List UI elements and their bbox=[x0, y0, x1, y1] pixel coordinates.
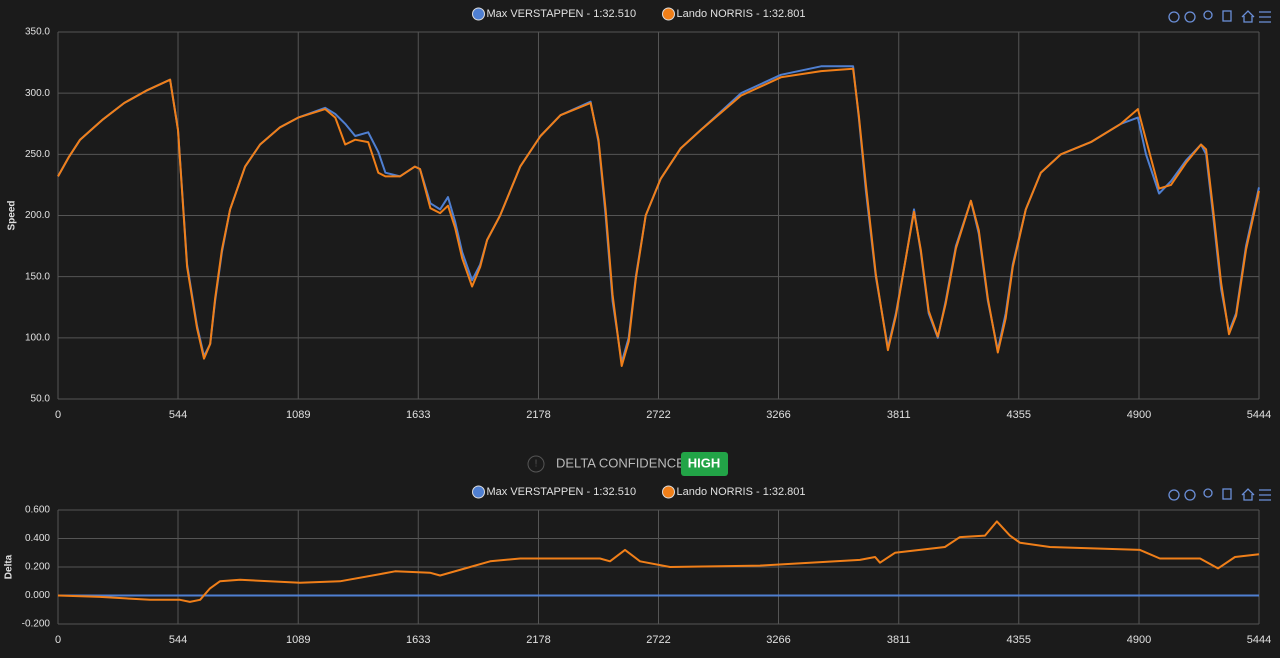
x-tick-label: 1089 bbox=[286, 634, 310, 646]
zoom[interactable] bbox=[1203, 488, 1213, 498]
y-tick-label: 0.400 bbox=[25, 533, 50, 544]
x-tick-label: 2178 bbox=[526, 409, 550, 421]
y-axis-label: Speed bbox=[7, 200, 18, 230]
confidence-label: DELTA CONFIDENCE: bbox=[556, 455, 688, 470]
x-tick-label: 0 bbox=[55, 634, 61, 646]
x-tick-label: 5444 bbox=[1247, 409, 1271, 421]
y-tick-label: 200.0 bbox=[25, 210, 50, 221]
y-tick-label: 150.0 bbox=[25, 271, 50, 282]
home[interactable] bbox=[1241, 10, 1255, 23]
x-tick-label: 3266 bbox=[766, 634, 790, 646]
x-tick-label: 1633 bbox=[406, 409, 430, 421]
info-icon bbox=[527, 455, 545, 473]
home[interactable] bbox=[1241, 488, 1255, 501]
y-tick-label: 50.0 bbox=[31, 394, 51, 405]
legend-marker bbox=[662, 7, 675, 21]
y-axis-label: Delta bbox=[4, 554, 15, 579]
toolbar bbox=[1168, 10, 1271, 23]
menu[interactable] bbox=[1259, 11, 1271, 23]
x-tick-label: 2722 bbox=[646, 634, 670, 646]
legend-label: Max VERSTAPPEN - 1:32.510 bbox=[487, 486, 637, 498]
legend-marker bbox=[472, 485, 485, 499]
x-tick-label: 4900 bbox=[1127, 409, 1151, 421]
legend-marker bbox=[472, 7, 485, 21]
legend-label: Lando NORRIS - 1:32.801 bbox=[677, 8, 806, 20]
y-tick-label: 0.600 bbox=[25, 505, 50, 516]
y-tick-label: -0.200 bbox=[22, 619, 51, 630]
x-tick-label: 1089 bbox=[286, 409, 310, 421]
legend-label: Max VERSTAPPEN - 1:32.510 bbox=[487, 8, 637, 20]
x-tick-label: 3811 bbox=[887, 634, 911, 646]
series-line bbox=[57, 67, 1260, 367]
y-tick-label: 300.0 bbox=[25, 88, 50, 99]
x-tick-label: 544 bbox=[169, 634, 187, 646]
x-tick-label: 3266 bbox=[766, 409, 790, 421]
series-line bbox=[57, 520, 1260, 603]
x-tick-label: 4355 bbox=[1007, 409, 1031, 421]
pan[interactable] bbox=[1222, 488, 1232, 500]
pan[interactable] bbox=[1222, 10, 1232, 22]
x-tick-label: 2178 bbox=[526, 634, 550, 646]
x-tick-label: 3811 bbox=[887, 409, 911, 421]
legend-label: Lando NORRIS - 1:32.801 bbox=[677, 486, 806, 498]
y-tick-label: 0.000 bbox=[25, 590, 50, 601]
info-icon-glyph: ! bbox=[535, 459, 538, 470]
zoom-in[interactable] bbox=[1168, 489, 1180, 501]
confidence-badge bbox=[681, 452, 728, 476]
toolbar bbox=[1168, 488, 1271, 501]
x-tick-label: 4355 bbox=[1007, 634, 1031, 646]
y-tick-label: 0.200 bbox=[25, 562, 50, 573]
confidence-value: HIGH bbox=[688, 455, 721, 470]
x-tick-label: 0 bbox=[55, 409, 61, 421]
x-tick-label: 5444 bbox=[1247, 634, 1271, 646]
y-tick-label: 350.0 bbox=[25, 27, 50, 38]
zoom-out[interactable] bbox=[1184, 489, 1196, 501]
zoom-in[interactable] bbox=[1168, 11, 1180, 23]
x-tick-label: 4900 bbox=[1127, 634, 1151, 646]
legend-marker bbox=[662, 485, 675, 499]
menu[interactable] bbox=[1259, 489, 1271, 501]
y-tick-label: 100.0 bbox=[25, 332, 50, 343]
zoom[interactable] bbox=[1203, 10, 1213, 20]
x-tick-label: 544 bbox=[169, 409, 187, 421]
zoom-out[interactable] bbox=[1184, 11, 1196, 23]
y-tick-label: 250.0 bbox=[25, 149, 50, 160]
x-tick-label: 2722 bbox=[646, 409, 670, 421]
x-tick-label: 1633 bbox=[406, 634, 430, 646]
